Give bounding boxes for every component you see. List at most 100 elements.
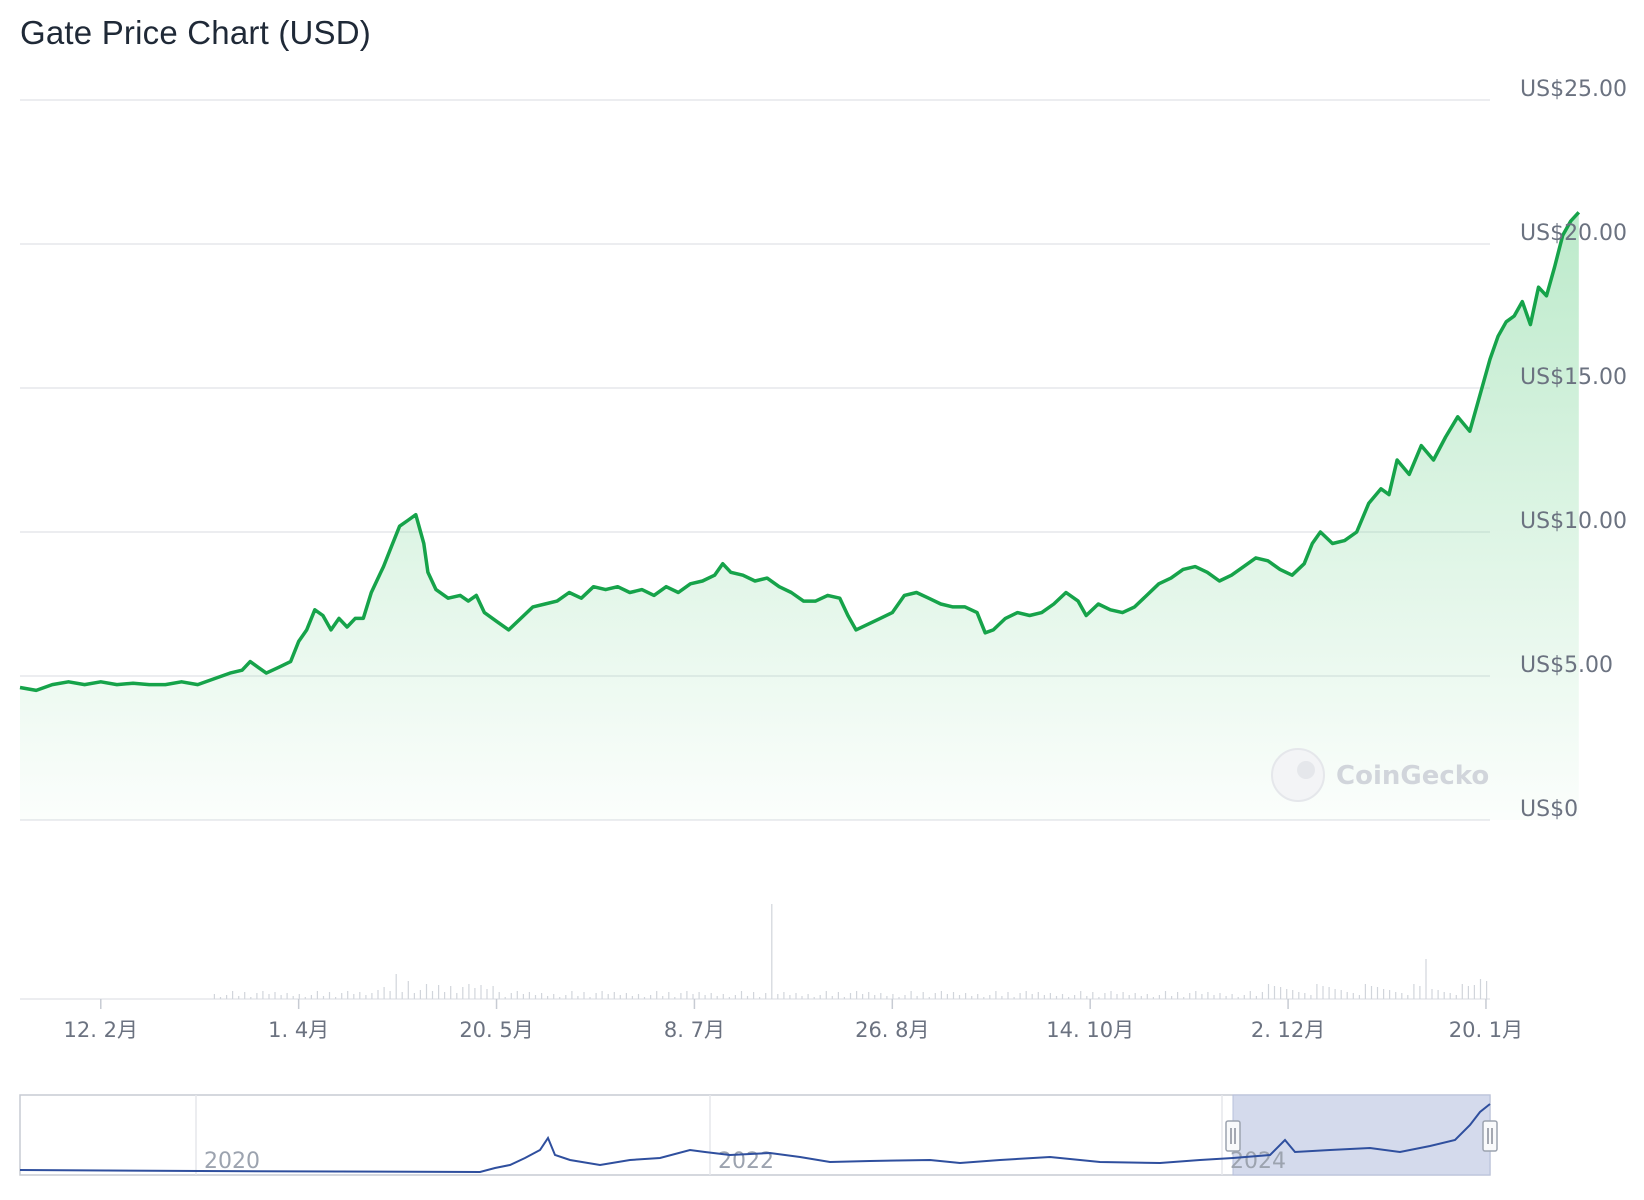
volume-bar [256, 993, 258, 999]
y-tick-label: US$20.00 [1520, 221, 1627, 246]
volume-bar [680, 993, 682, 999]
volume-bar [1231, 994, 1233, 999]
volume-bar [862, 994, 864, 999]
volume-bar [1007, 992, 1009, 999]
volume-bar [371, 993, 373, 999]
volume-bar [1255, 996, 1257, 999]
volume-bar [1401, 993, 1403, 999]
volume-bar [940, 991, 942, 999]
volume-bar [413, 993, 415, 999]
volume-bar [795, 993, 797, 999]
volume-bar [656, 991, 658, 999]
volume-bar [1171, 996, 1173, 999]
volume-bar [286, 993, 288, 999]
volume-bar [480, 985, 482, 999]
navigator-tick-label: 2024 [1230, 1149, 1286, 1174]
volume-bar [1140, 996, 1142, 999]
volume-bar [553, 994, 555, 999]
volume-bar [1068, 997, 1070, 999]
volume-bar [928, 997, 930, 999]
volume-bar [510, 993, 512, 999]
volume-bar [965, 993, 967, 999]
chart-title: Gate Price Chart (USD) [20, 14, 371, 51]
volume-bar [498, 992, 500, 999]
volume-bar [995, 991, 997, 999]
volume-bar [958, 995, 961, 999]
volume-bar [1449, 993, 1451, 999]
volume-bar [316, 991, 318, 999]
x-tick-label: 1. 4月 [268, 1018, 329, 1042]
volume-bar [1086, 996, 1088, 999]
volume-bar [425, 984, 428, 999]
volume-bar [450, 986, 452, 999]
volume-bar [692, 994, 694, 999]
volume-bar [759, 997, 761, 999]
volume-bar [522, 994, 524, 999]
volume-bar [1340, 990, 1342, 999]
volume-bar [1152, 997, 1154, 999]
volume-bar [1128, 995, 1130, 999]
volume-bar [801, 996, 803, 999]
volume-bar [1213, 995, 1215, 999]
volume-bar [1383, 989, 1385, 999]
volume-bar [322, 996, 325, 999]
navigator-handle-left[interactable] [1225, 1120, 1241, 1152]
volume-bar [819, 995, 821, 999]
volume-bar [1389, 990, 1391, 999]
volume-bar [365, 995, 367, 999]
navigator-line [19, 1103, 1491, 1174]
navigator-selection[interactable] [1232, 1094, 1491, 1176]
volume-bar [1322, 986, 1324, 999]
volume-bar [577, 996, 579, 999]
volume-bar [625, 993, 627, 999]
volume-bar [547, 996, 549, 999]
volume-bar [1364, 984, 1366, 999]
volume-bar [1110, 991, 1112, 999]
volume-bar [722, 994, 724, 999]
volume-bar [1092, 992, 1094, 999]
volume-bar [1158, 995, 1160, 999]
volume-bar [395, 974, 397, 999]
volume-bar [595, 993, 597, 999]
volume-bar [674, 997, 676, 999]
volume-bar [825, 991, 827, 999]
volume-bar [1286, 989, 1288, 999]
price-line[interactable] [19, 211, 1581, 693]
volume-bar [1043, 995, 1045, 999]
volume-bar [989, 995, 991, 999]
volume-bar [1352, 993, 1354, 999]
navigator-tick-label: 2020 [204, 1149, 260, 1174]
volume-bar [486, 989, 488, 999]
volume-bar [904, 995, 906, 999]
volume-bar [1055, 996, 1058, 999]
volume-bar [1479, 979, 1482, 999]
x-tick-label: 20. 5月 [459, 1018, 533, 1042]
volume-bar [983, 997, 985, 999]
volume-bar [765, 993, 767, 999]
volume-bar [650, 995, 652, 999]
volume-bar [1310, 995, 1312, 999]
volume-bar [238, 996, 240, 999]
volume-bar [946, 994, 948, 999]
y-tick-label: US$5.00 [1520, 653, 1613, 678]
volume-bar [1261, 992, 1263, 999]
volume-bar [438, 985, 440, 999]
volume-bar [1080, 991, 1082, 999]
volume-bar [335, 997, 337, 999]
volume-bar [613, 992, 615, 999]
volume-bar [1395, 992, 1397, 999]
volume-bar [831, 996, 833, 999]
volume-bar [910, 991, 912, 999]
volume-bar [1376, 987, 1379, 999]
volume-bar [1164, 991, 1167, 999]
navigator-handle-right[interactable] [1482, 1120, 1498, 1152]
volume-bar [704, 995, 706, 999]
volume-bar [892, 994, 894, 999]
volume-bar [1304, 993, 1306, 999]
volume-bar [310, 995, 312, 999]
volume-bar [728, 997, 730, 999]
volume-bar [1098, 997, 1100, 999]
volume-bar [1473, 985, 1475, 999]
